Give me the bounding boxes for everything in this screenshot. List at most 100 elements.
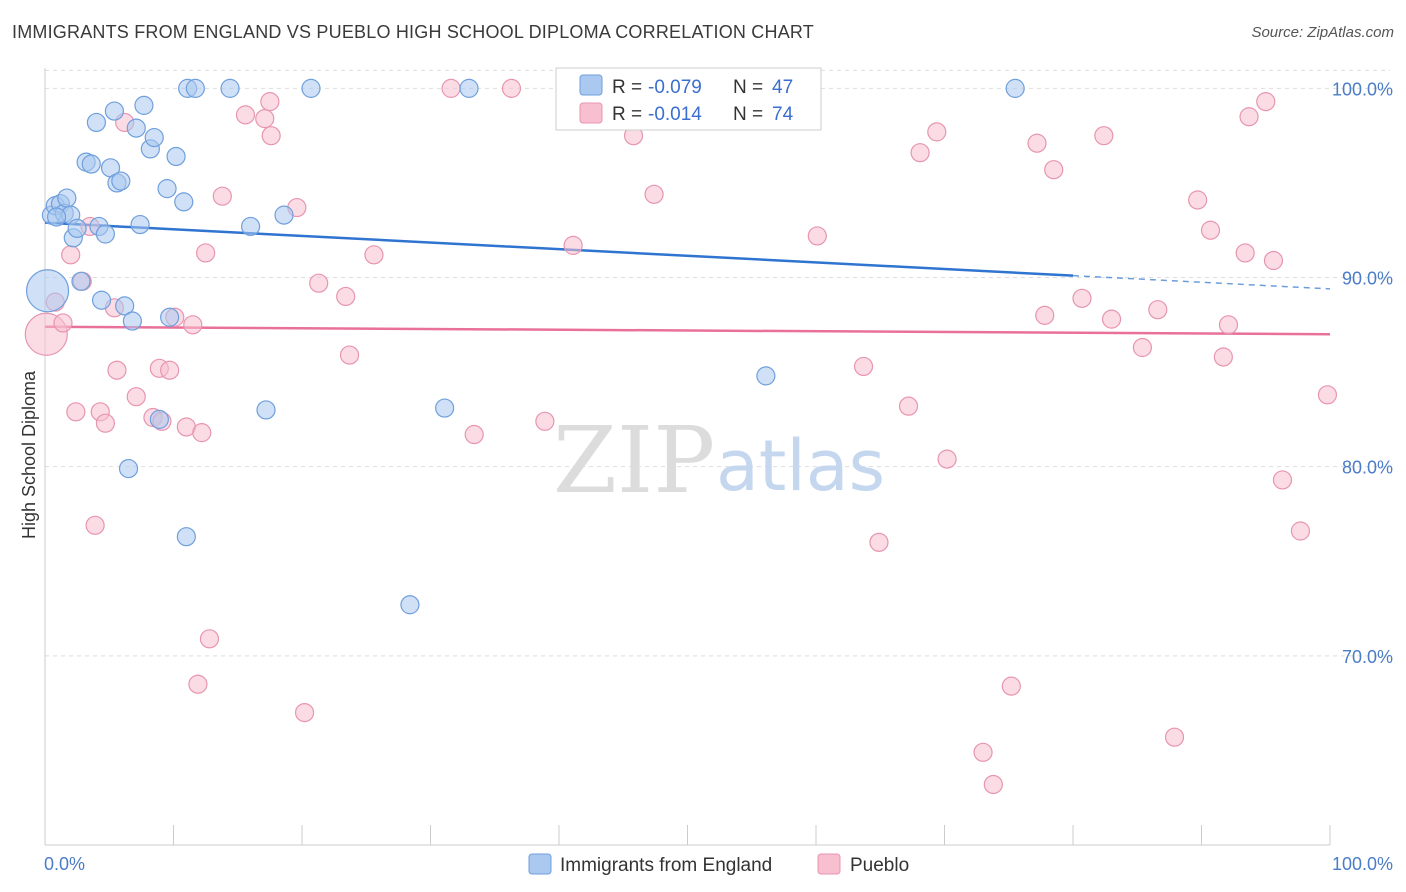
england-point <box>67 218 87 238</box>
england-point <box>157 179 177 199</box>
legend-swatch-pueblo <box>579 102 603 124</box>
legend-r-label-2: R = <box>612 104 642 125</box>
watermark-zip: ZIP <box>553 407 715 514</box>
bottom-legend-pueblo: Pueblo <box>850 855 909 876</box>
pueblo-point <box>869 532 889 552</box>
england-point <box>1005 78 1025 98</box>
england-point <box>400 595 420 615</box>
pueblo-point <box>66 402 86 422</box>
y-tick-labels: 70.0% 80.0% 90.0% 100.0% <box>1332 79 1393 666</box>
england-point <box>220 78 240 98</box>
chart-title: IMMIGRANTS FROM ENGLAND VS PUEBLO HIGH S… <box>12 22 814 42</box>
legend-swatch-england <box>579 74 603 96</box>
pueblo-point <box>95 413 115 433</box>
england-point <box>459 78 479 98</box>
england-point <box>104 101 124 121</box>
pueblo-point <box>973 742 993 762</box>
england-point <box>134 95 154 115</box>
legend-n-value-2: 74 <box>772 104 794 125</box>
england-point <box>274 205 294 225</box>
x-tick-label-min: 0.0% <box>44 854 85 874</box>
england-point <box>86 112 107 133</box>
legend-n-label-2: N = <box>733 104 763 125</box>
pueblo-point <box>260 92 280 112</box>
pueblo-point <box>235 105 256 125</box>
england-point <box>130 214 150 235</box>
pueblo-point <box>910 143 930 163</box>
axes <box>44 68 1331 846</box>
y-tick-label: 90.0% <box>1342 269 1393 289</box>
england-points <box>25 78 1025 615</box>
pueblo-point <box>196 243 216 263</box>
england-point <box>25 269 70 313</box>
pueblo-point <box>1200 220 1221 240</box>
pueblo-point <box>501 78 522 98</box>
bottom-legend-england: Immigrants from England <box>560 855 772 876</box>
pueblo-point <box>853 356 874 377</box>
england-point <box>122 311 142 331</box>
england-point <box>118 458 139 479</box>
england-point <box>149 409 169 429</box>
bottom-legend: Immigrants from England Pueblo <box>528 853 909 876</box>
pueblo-point <box>1148 300 1168 320</box>
pueblo-point <box>183 315 203 335</box>
watermark-atlas: atlas <box>716 425 885 507</box>
pueblo-point <box>1290 521 1311 541</box>
england-trendline-solid <box>44 221 1074 277</box>
pueblo-point <box>1235 243 1255 263</box>
pueblo-point <box>464 424 484 445</box>
england-trendline <box>44 221 1331 290</box>
england-point <box>126 118 146 138</box>
pueblo-point <box>192 423 212 443</box>
pueblo-point <box>1256 92 1276 112</box>
pueblo-point <box>61 245 81 265</box>
pueblo-point <box>255 109 275 129</box>
england-point <box>301 78 321 98</box>
pueblo-point <box>1188 190 1208 210</box>
pueblo-point <box>927 122 947 142</box>
legend-r-label-1: R = <box>612 77 642 98</box>
pueblo-point <box>1027 133 1047 153</box>
pueblo-point <box>336 286 356 307</box>
england-point <box>91 290 112 310</box>
gridlines <box>45 69 1390 657</box>
pueblo-point <box>1263 250 1284 271</box>
pueblo-trendline <box>44 325 1331 336</box>
x-tick-labels: 0.0% 100.0% <box>44 854 1393 874</box>
pueblo-point <box>160 360 180 380</box>
pueblo-point <box>85 515 105 535</box>
pueblo-point <box>1072 288 1092 308</box>
england-point <box>144 127 164 148</box>
pueblo-point <box>261 126 281 146</box>
x-tick-label-max: 100.0% <box>1332 854 1393 874</box>
england-trendline-dashed <box>1072 274 1331 290</box>
england-point <box>176 527 196 547</box>
legend: R = -0.079 N = 47 R = -0.014 N = 74 <box>555 67 822 131</box>
pueblo-point <box>199 629 220 649</box>
england-point <box>81 154 101 174</box>
england-point <box>174 192 194 212</box>
pueblo-point <box>1213 347 1233 367</box>
y-tick-label: 100.0% <box>1332 79 1393 99</box>
england-point <box>95 224 115 244</box>
england-point <box>111 171 131 191</box>
pueblo-point <box>563 235 583 255</box>
pueblo-point <box>107 360 127 380</box>
pueblo-point <box>983 774 1003 795</box>
pueblo-point <box>1132 337 1152 358</box>
england-point <box>756 366 776 386</box>
england-point <box>46 207 67 227</box>
legend-r-value-1: -0.079 <box>648 77 702 98</box>
y-axis-label: High School Diploma <box>19 370 39 539</box>
pueblo-trendline-solid <box>44 325 1331 336</box>
pueblo-point <box>339 345 360 365</box>
pueblo-point <box>1218 315 1239 335</box>
bottom-legend-swatch-england <box>528 853 552 875</box>
pueblo-point <box>1094 126 1114 146</box>
legend-n-value-1: 47 <box>772 77 793 98</box>
pueblo-point <box>807 226 827 246</box>
england-point <box>435 398 455 418</box>
england-point <box>115 296 135 316</box>
pueblo-point <box>1164 727 1185 747</box>
